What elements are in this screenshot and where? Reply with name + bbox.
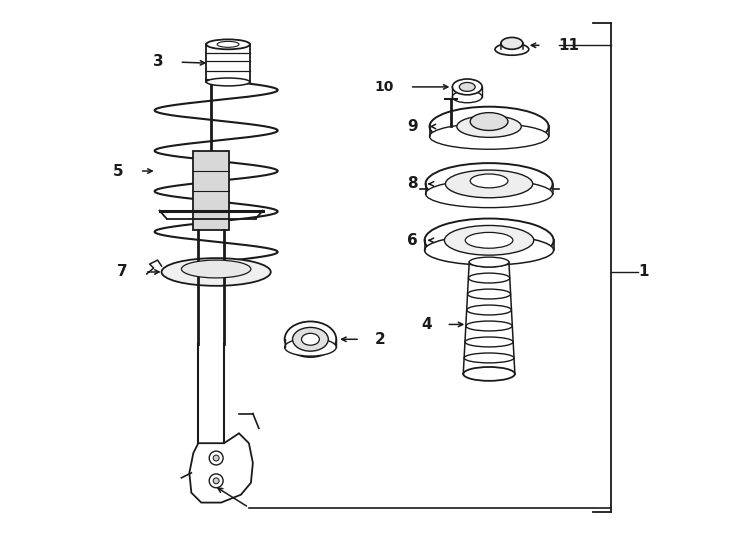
Text: 1: 1: [638, 265, 648, 280]
Ellipse shape: [302, 333, 319, 345]
Ellipse shape: [161, 258, 271, 286]
Text: 4: 4: [421, 317, 432, 332]
Circle shape: [209, 474, 223, 488]
Text: 6: 6: [407, 233, 418, 248]
Text: 7: 7: [117, 265, 128, 280]
Bar: [193, 151, 229, 231]
Ellipse shape: [426, 163, 553, 205]
Ellipse shape: [452, 79, 482, 95]
Ellipse shape: [463, 369, 515, 379]
Ellipse shape: [463, 367, 515, 381]
Circle shape: [213, 455, 219, 461]
Ellipse shape: [452, 91, 482, 103]
Ellipse shape: [285, 338, 336, 356]
Text: 10: 10: [374, 80, 394, 94]
Text: 11: 11: [559, 38, 580, 53]
Ellipse shape: [206, 39, 250, 49]
Ellipse shape: [470, 113, 508, 131]
Text: 2: 2: [375, 332, 385, 347]
Ellipse shape: [495, 43, 528, 55]
Ellipse shape: [429, 124, 548, 149]
Ellipse shape: [465, 232, 513, 248]
Ellipse shape: [468, 273, 510, 283]
Text: 8: 8: [407, 177, 418, 191]
Text: 3: 3: [153, 53, 164, 69]
Circle shape: [209, 451, 223, 465]
Ellipse shape: [293, 327, 328, 351]
Ellipse shape: [469, 257, 509, 267]
Ellipse shape: [466, 321, 512, 331]
Ellipse shape: [424, 235, 553, 265]
Text: 9: 9: [407, 119, 418, 134]
Ellipse shape: [467, 305, 512, 315]
Ellipse shape: [285, 321, 336, 357]
Circle shape: [213, 478, 219, 484]
Ellipse shape: [468, 289, 511, 299]
Text: 5: 5: [113, 164, 124, 179]
Ellipse shape: [444, 226, 534, 255]
Ellipse shape: [470, 174, 508, 188]
Ellipse shape: [465, 337, 513, 347]
Ellipse shape: [429, 107, 548, 146]
Ellipse shape: [181, 260, 251, 278]
Ellipse shape: [501, 37, 523, 49]
Ellipse shape: [469, 257, 509, 267]
Ellipse shape: [424, 219, 553, 262]
Ellipse shape: [426, 180, 553, 208]
Ellipse shape: [457, 116, 521, 137]
Ellipse shape: [464, 353, 514, 363]
Ellipse shape: [459, 83, 475, 91]
Ellipse shape: [206, 78, 250, 86]
Ellipse shape: [446, 170, 533, 198]
Polygon shape: [189, 433, 253, 503]
